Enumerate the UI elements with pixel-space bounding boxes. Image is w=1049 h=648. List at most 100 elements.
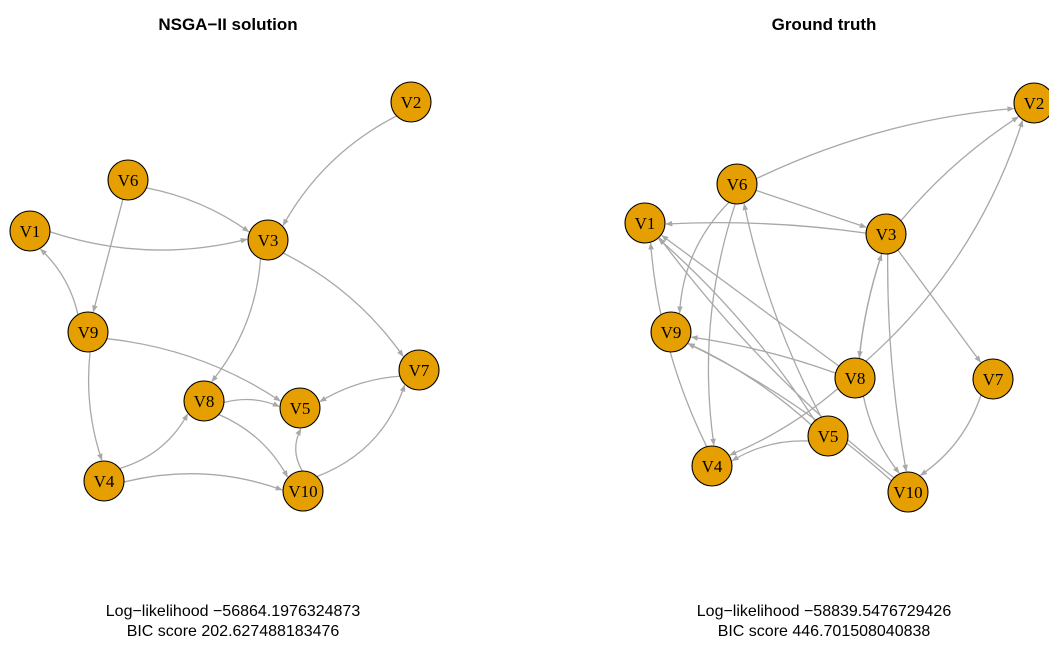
edge-v8-to-v10 [218, 413, 289, 478]
node-label: V2 [401, 93, 422, 112]
node-label: V3 [258, 231, 279, 250]
node-label: V7 [409, 361, 430, 380]
node-v5: V5 [807, 415, 849, 457]
node-v7: V7 [972, 358, 1014, 400]
node-v5: V5 [279, 387, 321, 429]
node-layer: V1 V2 V3 V4 V5 V6 V7 V8 V9 V10 [9, 81, 440, 512]
node-circle [398, 349, 440, 391]
node-label: V3 [876, 225, 897, 244]
edge-v3-to-v2 [900, 116, 1019, 222]
node-v2: V2 [1013, 82, 1049, 124]
node-label: V5 [290, 399, 311, 418]
node-v10: V10 [887, 471, 929, 513]
node-v8: V8 [183, 380, 225, 422]
node-label: V5 [818, 427, 839, 446]
node-circle [1013, 82, 1049, 124]
node-circle [807, 415, 849, 457]
edge-v6-to-v9 [92, 199, 124, 313]
edge-v4-to-v8 [119, 413, 189, 470]
node-circle [834, 357, 876, 399]
node-circle [247, 219, 289, 261]
node-circle [650, 311, 692, 353]
node-label: V8 [845, 369, 866, 388]
edge-v8-to-v2 [865, 119, 1024, 362]
edge-v8-to-v4 [729, 388, 839, 456]
edge-v9-to-v5 [106, 338, 281, 402]
node-circle [9, 210, 51, 252]
node-circle [624, 202, 666, 244]
node-label: V8 [194, 392, 215, 411]
node-circle [107, 159, 149, 201]
edge-v10-to-v1 [659, 237, 895, 479]
node-circle [282, 470, 324, 512]
node-label: V10 [288, 482, 317, 501]
edge-v10-to-v7 [316, 384, 406, 478]
edge-v4-to-v10 [123, 473, 283, 491]
node-circle [390, 81, 432, 123]
node-label: V10 [893, 483, 922, 502]
node-circle [691, 445, 733, 487]
node-v1: V1 [624, 202, 666, 244]
node-circle [972, 358, 1014, 400]
edge-v3-to-v8 [211, 258, 262, 383]
node-label: V6 [727, 175, 748, 194]
node-circle [67, 311, 109, 353]
node-v6: V6 [107, 159, 149, 201]
edge-v3-to-v7 [282, 252, 404, 357]
edge-v2-to-v3 [282, 115, 397, 227]
log-likelihood-text: Log−likelihood −58839.5476729426 [697, 603, 952, 620]
node-label: V9 [661, 323, 682, 342]
edge-v6-to-v3 [755, 189, 867, 228]
panel-nsga-ii: NSGA−II solution V1 V2 V3 V4 V5 V6 V7 V8 V9 V10 L… [9, 15, 440, 640]
node-v8: V8 [834, 357, 876, 399]
node-circle [83, 460, 125, 502]
log-likelihood-text: Log−likelihood −56864.1976324873 [106, 603, 361, 620]
node-label: V1 [20, 222, 41, 241]
node-v3: V3 [865, 213, 907, 255]
edge-v3-to-v8 [857, 253, 883, 359]
edge-v8-to-v1 [661, 234, 840, 367]
node-circle [183, 380, 225, 422]
edge-v3-to-v10 [887, 253, 908, 472]
edge-layer [648, 106, 1024, 482]
node-layer: V1 V2 V3 V4 V5 V6 V7 V8 V9 V10 [624, 82, 1049, 513]
node-label: V9 [78, 323, 99, 342]
edge-v6-to-v3 [146, 187, 250, 233]
edge-v1-to-v3 [49, 231, 248, 251]
edge-v6-to-v9 [677, 201, 730, 314]
node-circle [887, 471, 929, 513]
node-v2: V2 [390, 81, 432, 123]
edge-v9-to-v4 [87, 351, 103, 461]
edge-v5-to-v6 [742, 203, 822, 418]
node-v10: V10 [282, 470, 324, 512]
node-circle [865, 213, 907, 255]
node-label: V6 [118, 171, 139, 190]
node-v6: V6 [716, 163, 758, 205]
node-v7: V7 [398, 349, 440, 391]
edge-v5-to-v9 [687, 343, 812, 426]
node-label: V4 [702, 457, 723, 476]
node-v4: V4 [691, 445, 733, 487]
node-label: V7 [983, 370, 1004, 389]
node-circle [279, 387, 321, 429]
edge-v7-to-v5 [319, 375, 400, 403]
bic-score-text: BIC score 202.627488183476 [127, 623, 340, 640]
panel-ground-truth: Ground truth V1 V2 V3 V4 V5 V6 V7 V8 V9 V10 Log−l… [624, 15, 1049, 640]
edge-v8-to-v3 [858, 253, 883, 359]
node-label: V1 [635, 214, 656, 233]
edge-v10-to-v5 [295, 428, 303, 472]
node-label: V2 [1024, 94, 1045, 113]
edge-v5-to-v4 [731, 440, 809, 462]
node-v1: V1 [9, 210, 51, 252]
edge-v10-to-v9 [687, 343, 892, 482]
edge-v6-to-v2 [756, 106, 1015, 180]
node-v9: V9 [67, 311, 109, 353]
panel-title: NSGA−II solution [158, 15, 297, 34]
edge-v7-to-v10 [920, 394, 982, 476]
edge-v8-to-v9 [690, 335, 836, 374]
node-label: V4 [94, 472, 115, 491]
panel-title: Ground truth [772, 15, 877, 34]
bic-score-text: BIC score 446.701508040838 [718, 623, 931, 640]
edge-v3-to-v7 [897, 249, 982, 363]
